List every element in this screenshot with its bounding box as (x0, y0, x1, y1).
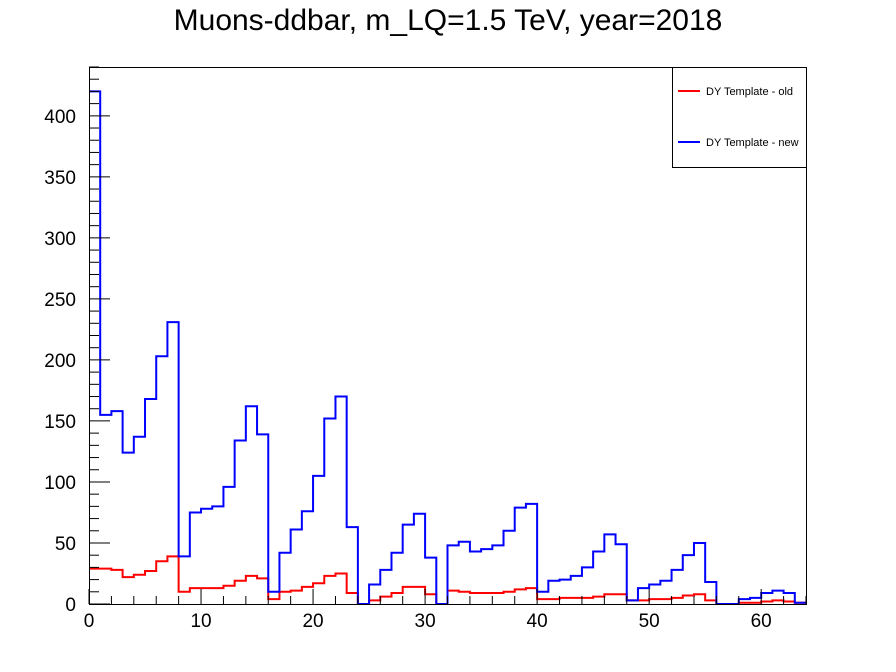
y-tick-label: 150 (44, 412, 76, 433)
legend: DY Template - old DY Template - new (672, 67, 807, 168)
x-tick-label: 60 (751, 611, 772, 632)
y-tick-label: 200 (44, 351, 76, 372)
x-tick-label: 20 (302, 611, 323, 632)
y-tick-label: 0 (65, 595, 76, 616)
legend-box (672, 67, 807, 168)
x-tick-label: 40 (527, 611, 548, 632)
y-tick-label: 300 (44, 229, 76, 250)
series-layer (89, 90, 806, 605)
y-tick-label: 50 (55, 534, 76, 555)
y-tick-label: 350 (44, 168, 76, 189)
y-tick-label: 400 (44, 107, 76, 128)
legend-label-old: DY Template - old (706, 86, 793, 98)
legend-label-new: DY Template - new (706, 137, 799, 149)
x-tick-label: 0 (84, 611, 95, 632)
x-tick-label: 30 (415, 611, 436, 632)
series-line-old (89, 555, 806, 605)
axes-layer: 0 10 20 30 40 50 60 0 50 100 150 200 250 300 350 400 (44, 66, 807, 632)
series-line-new (89, 90, 806, 605)
y-tick-label: 250 (44, 290, 76, 311)
x-tick-label: 50 (639, 611, 660, 632)
chart-title: Muons-ddbar, m_LQ=1.5 TeV, year=2018 (173, 4, 723, 37)
x-tick-label: 10 (190, 611, 211, 632)
y-tick-label: 100 (44, 473, 76, 494)
